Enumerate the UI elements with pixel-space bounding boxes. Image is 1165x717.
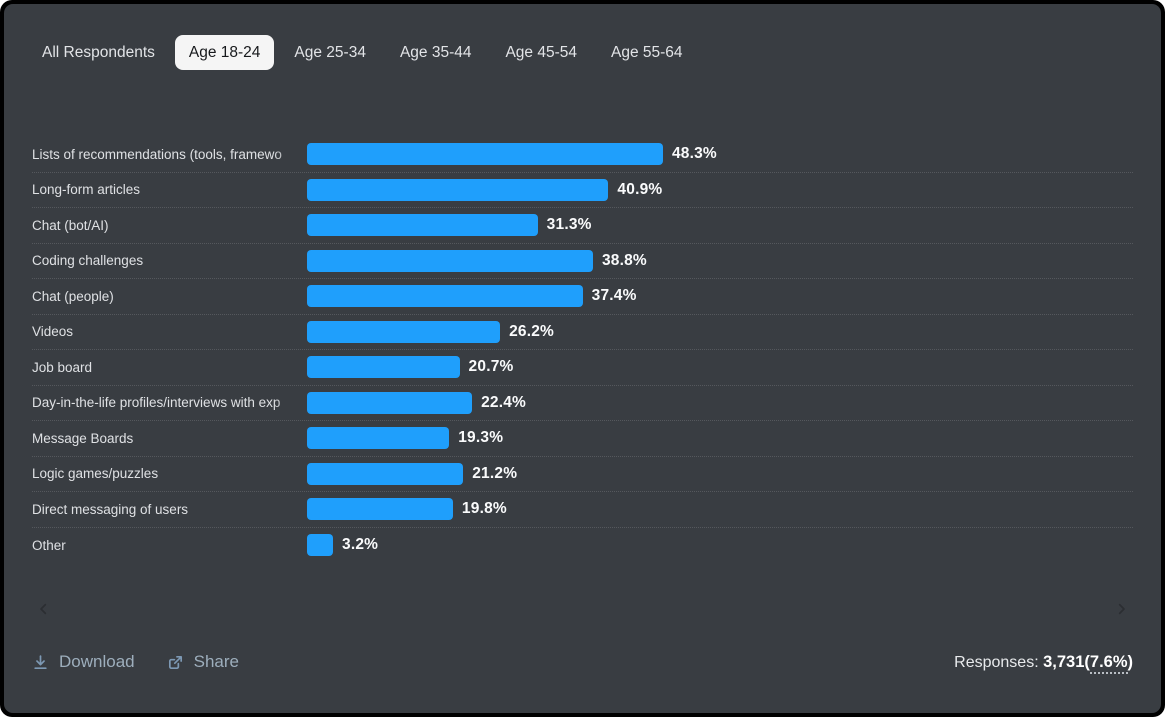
download-button[interactable]: Download [32,652,135,672]
category-label: Direct messaging of users [32,501,307,517]
bar[interactable] [307,143,663,166]
tab-age-55-64[interactable]: Age 55-64 [597,35,697,70]
value-label: 21.2% [472,464,518,482]
share-label: Share [193,652,239,671]
chart-row: Chat (bot/AI) 31.3% [32,208,1133,244]
chart-row: Message Boards 19.3% [32,421,1133,457]
category-label: Videos [32,324,307,340]
share-icon [167,654,184,671]
download-icon [32,654,49,671]
footer-actions: Download Share [32,652,239,672]
value-label: 19.8% [461,500,507,518]
category-label: Job board [32,359,307,375]
value-label: 31.3% [546,216,592,234]
pager [34,598,1131,620]
bar-track: 22.4% [307,391,1133,414]
bar-rows: Lists of recommendations (tools, framewo… [32,137,1133,563]
bar[interactable] [307,462,464,485]
tab-age-35-44[interactable]: Age 35-44 [386,35,486,70]
download-label: Download [59,652,135,671]
responses-suffix: ) [1127,652,1134,671]
tab-bar: All Respondents Age 18-24 Age 25-34 Age 35-… [4,4,1161,70]
value-label: 26.2% [509,322,555,340]
category-label: Coding challenges [32,253,307,269]
chart-row: Other 3.2% [32,528,1133,564]
bar[interactable] [307,534,333,557]
category-label: Long-form articles [32,182,307,198]
bar[interactable] [307,320,501,343]
bar-track: 3.2% [307,534,1133,557]
responses-percent[interactable]: 7.6% [1089,652,1128,674]
bar[interactable] [307,391,473,414]
tab-age-45-54[interactable]: Age 45-54 [491,35,591,70]
pager-next-button[interactable] [1112,598,1131,620]
bar-track: 20.7% [307,356,1133,379]
value-label: 3.2% [342,536,379,554]
bar[interactable] [307,214,538,237]
value-label: 20.7% [468,358,514,376]
value-label: 48.3% [671,145,717,163]
bar-track: 19.3% [307,427,1133,450]
chart-row: Chat (people) 37.4% [32,279,1133,315]
chevron-right-icon [1114,603,1129,621]
bar[interactable] [307,285,583,308]
tab-age-25-34[interactable]: Age 25-34 [280,35,380,70]
category-label: Chat (bot/AI) [32,217,307,233]
bar-track: 26.2% [307,320,1133,343]
chart-row: Coding challenges 38.8% [32,244,1133,279]
bar[interactable] [307,356,460,379]
chart-row: Videos 26.2% [32,315,1133,350]
chart-row: Day-in-the-life profiles/interviews with… [32,386,1133,421]
bar-track: 37.4% [307,285,1133,308]
category-label: Lists of recommendations (tools, framewo [32,146,307,162]
chart-panel: All Respondents Age 18-24 Age 25-34 Age 35-… [4,4,1161,713]
responses-text: Responses: 3,731(7.6%) [954,652,1134,674]
tab-age-18-24[interactable]: Age 18-24 [174,35,275,70]
bar-track: 38.8% [307,249,1133,272]
bar[interactable] [307,498,453,521]
responses-value: 3,731( [1043,652,1090,671]
chart-row: Direct messaging of users 19.8% [32,492,1133,528]
tab-all-respondents[interactable]: All Respondents [28,35,169,70]
responses-label: Responses: [954,653,1039,671]
share-button[interactable]: Share [167,652,239,672]
chevron-left-icon [36,603,51,621]
value-label: 19.3% [458,429,504,447]
footer: Download Share Responses: 3,731(7.6%) [32,652,1134,674]
bar-chart: Lists of recommendations (tools, framewo… [32,137,1133,563]
chart-row: Logic games/puzzles 21.2% [32,457,1133,492]
value-label: 38.8% [601,251,647,269]
bar-track: 21.2% [307,462,1133,485]
category-label: Other [32,537,307,553]
bar-track: 19.8% [307,498,1133,521]
bar-track: 31.3% [307,214,1133,237]
bar-track: 40.9% [307,178,1133,201]
bar-track: 48.3% [307,143,1133,166]
bar[interactable] [307,178,609,201]
chart-row: Lists of recommendations (tools, framewo… [32,137,1133,173]
value-label: 37.4% [591,287,637,305]
category-label: Chat (people) [32,288,307,304]
value-label: 40.9% [617,180,663,198]
category-label: Message Boards [32,430,307,446]
bar[interactable] [307,249,593,272]
category-label: Logic games/puzzles [32,466,307,482]
chart-row: Long-form articles 40.9% [32,173,1133,208]
chart-row: Job board 20.7% [32,350,1133,386]
pager-prev-button[interactable] [34,598,53,620]
bar[interactable] [307,427,450,450]
category-label: Day-in-the-life profiles/interviews with… [32,395,307,411]
value-label: 22.4% [481,393,527,411]
